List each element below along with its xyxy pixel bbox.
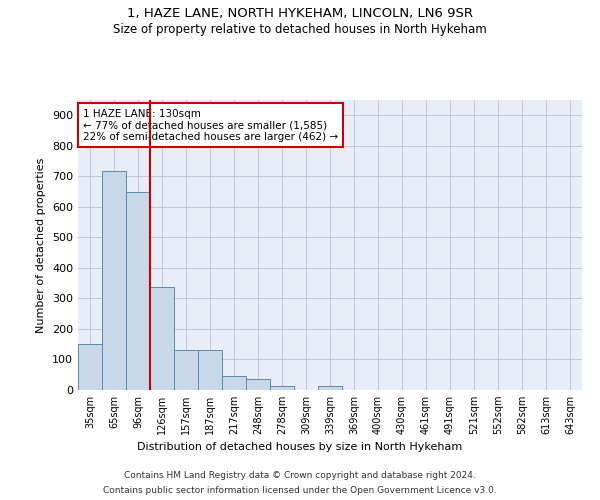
Bar bbox=[150, 287, 174, 390]
Y-axis label: Number of detached properties: Number of detached properties bbox=[37, 158, 46, 332]
Text: Contains HM Land Registry data © Crown copyright and database right 2024.: Contains HM Land Registry data © Crown c… bbox=[124, 471, 476, 480]
Text: Distribution of detached houses by size in North Hykeham: Distribution of detached houses by size … bbox=[137, 442, 463, 452]
Bar bbox=[78, 344, 102, 390]
Bar bbox=[222, 376, 246, 390]
Bar bbox=[198, 350, 222, 390]
Text: Contains public sector information licensed under the Open Government Licence v3: Contains public sector information licen… bbox=[103, 486, 497, 495]
Text: 1, HAZE LANE, NORTH HYKEHAM, LINCOLN, LN6 9SR: 1, HAZE LANE, NORTH HYKEHAM, LINCOLN, LN… bbox=[127, 8, 473, 20]
Bar bbox=[246, 380, 270, 390]
Bar bbox=[270, 386, 294, 390]
Bar bbox=[174, 350, 198, 390]
Bar bbox=[126, 192, 150, 390]
Text: 1 HAZE LANE: 130sqm
← 77% of detached houses are smaller (1,585)
22% of semi-det: 1 HAZE LANE: 130sqm ← 77% of detached ho… bbox=[83, 108, 338, 142]
Bar bbox=[318, 386, 342, 390]
Text: Size of property relative to detached houses in North Hykeham: Size of property relative to detached ho… bbox=[113, 22, 487, 36]
Bar bbox=[102, 171, 126, 390]
